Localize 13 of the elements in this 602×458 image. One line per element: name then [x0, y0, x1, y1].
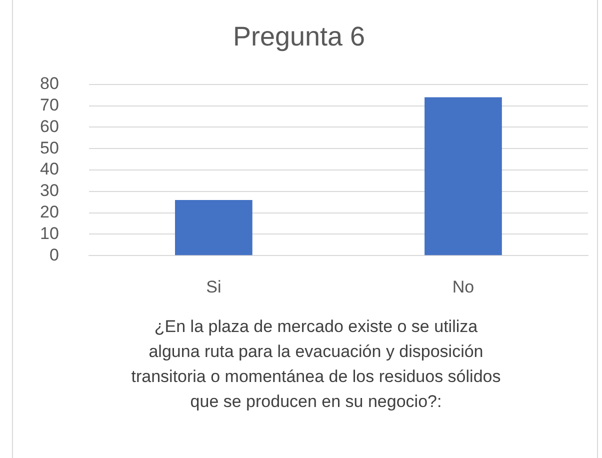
y-tick-label: 40 — [40, 160, 59, 179]
x-axis-title: ¿En la plaza de mercado existe o se utiliza alguna ruta para la evacuación y disposición transitoria o momentánea de los residuos sólidos que se producen en su negocio?: — [130, 316, 502, 413]
chart-title: Pregunta 6 — [232, 22, 366, 52]
x-tick-label: No — [452, 277, 474, 296]
y-tick-label: 70 — [40, 95, 59, 114]
y-tick-label: 30 — [40, 181, 59, 200]
x-tick-label: Si — [206, 277, 222, 296]
y-tick-label: 80 — [40, 74, 59, 94]
y-tick-label: 20 — [40, 202, 59, 222]
y-tick-label: 10 — [40, 224, 59, 243]
y-tick-label: 0 — [49, 245, 59, 264]
y-tick-label: 60 — [40, 116, 59, 136]
y-tick-label: 50 — [40, 138, 59, 158]
